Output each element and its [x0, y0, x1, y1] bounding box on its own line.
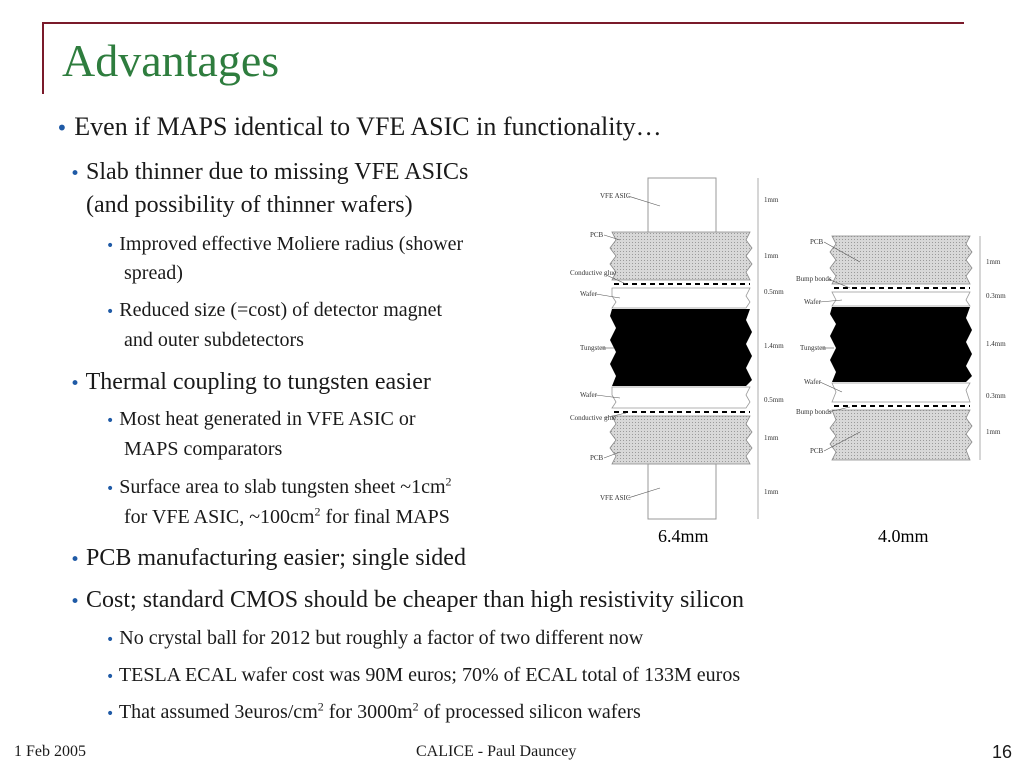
- bullet-heat-line2: MAPS comparators: [124, 438, 283, 460]
- bullet-surface: • Surface area to slab tungsten sheet ~1…: [106, 474, 452, 499]
- bullet-heat: • Most heat generated in VFE ASIC or: [106, 408, 416, 431]
- bullet-crystal-text: No crystal ball for 2012 but roughly a f…: [119, 627, 644, 649]
- left-label-glue-bottom: Conductive glue: [570, 414, 616, 422]
- bullet-assumed-text-a: That assumed 3euros/cm: [118, 701, 318, 723]
- superscript-2: 2: [412, 699, 419, 714]
- bullet-thermal-text: Thermal coupling to tungsten easier: [85, 369, 431, 395]
- left-stack: VFE ASIC PCB Conductive glue Wafer Tungs…: [570, 177, 784, 520]
- right-label-wafer-bottom: Wafer: [804, 378, 822, 386]
- left-total-thickness: 6.4mm: [658, 526, 709, 546]
- bullet-thermal: • Thermal coupling to tungsten easier: [70, 369, 431, 396]
- page-number: 16: [991, 742, 1012, 762]
- bullet-cost: • Cost; standard CMOS should be cheaper …: [70, 587, 744, 614]
- left-label-pcb-bottom: PCB: [590, 454, 604, 462]
- bullet-cost-text: Cost; standard CMOS should be cheaper th…: [86, 587, 744, 613]
- left-dim-2: 0.5mm: [764, 288, 784, 296]
- left-label-pcb-top: PCB: [590, 231, 604, 239]
- bullet-moliere-line2: spread): [124, 262, 183, 284]
- bullet-moliere: • Improved effective Moliere radius (sho…: [106, 233, 463, 256]
- bullet-marker: •: [106, 669, 115, 685]
- bullet-main: • Even if MAPS identical to VFE ASIC in …: [56, 112, 662, 142]
- left-wafer-top: [611, 287, 751, 309]
- left-pcb-top: [609, 231, 753, 281]
- right-pcb-bottom: [829, 409, 973, 461]
- bullet-marker: •: [56, 116, 68, 140]
- title-frame-top: [42, 22, 964, 24]
- right-wafer-top: [831, 291, 971, 307]
- slide-title: Advantages: [62, 35, 280, 86]
- bullet-main-text: Even if MAPS identical to VFE ASIC in fu…: [74, 112, 662, 141]
- superscript-2: 2: [317, 699, 324, 714]
- right-pcb-top: [829, 235, 973, 285]
- left-label-wafer-top: Wafer: [580, 290, 598, 298]
- bullet-heat-text: Most heat generated in VFE ASIC or: [119, 408, 416, 430]
- bullet-pcb: • PCB manufacturing easier; single sided: [70, 545, 466, 572]
- bullet-marker: •: [106, 706, 115, 722]
- right-label-pcb-bottom: PCB: [810, 447, 824, 455]
- superscript-2: 2: [314, 504, 321, 519]
- bullet-pcb-text: PCB manufacturing easier; single sided: [86, 545, 466, 571]
- right-label-bump-top: Bump bonds: [796, 275, 832, 283]
- left-label-wafer-bottom: Wafer: [580, 391, 598, 399]
- bullet-crystal: • No crystal ball for 2012 but roughly a…: [106, 627, 643, 650]
- bullet-slab-text: Slab thinner due to missing VFE ASICs: [86, 159, 469, 185]
- right-dim-3: 0.3mm: [986, 392, 1006, 400]
- bullet-assumed: • That assumed 3euros/cm2 for 3000m2 of …: [106, 699, 641, 724]
- right-label-pcb-top: PCB: [810, 238, 824, 246]
- bullet-moliere-text: Improved effective Moliere radius (showe…: [119, 233, 464, 255]
- bullet-assumed-text-b: for 3000m: [323, 701, 413, 723]
- right-label-tungsten: Tungsten: [800, 344, 826, 352]
- right-dim-4: 1mm: [986, 428, 1001, 436]
- left-dim-6: 1mm: [764, 488, 779, 496]
- bullet-tesla-text: TESLA ECAL wafer cost was 90M euros; 70%…: [118, 664, 741, 686]
- bullet-marker: •: [106, 632, 115, 648]
- bullet-marker: •: [106, 238, 115, 254]
- right-dim-1: 0.3mm: [986, 292, 1006, 300]
- left-vfe-asic-bottom: [647, 463, 717, 520]
- bullet-marker: •: [70, 374, 81, 394]
- superscript-2: 2: [445, 474, 452, 489]
- right-dim-2: 1.4mm: [986, 340, 1006, 348]
- bullet-marker: •: [106, 304, 115, 320]
- bullet-tesla: • TESLA ECAL wafer cost was 90M euros; 7…: [106, 664, 740, 687]
- bullet-magnet-text: Reduced size (=cost) of detector magnet: [119, 299, 443, 321]
- right-label-bump-bottom: Bump bonds: [796, 408, 832, 416]
- left-dim-3: 1.4mm: [764, 342, 784, 350]
- bullet-surface-line2: for VFE ASIC, ~100cm2 for final MAPS: [124, 504, 450, 529]
- bullet-surface-text-b: for VFE ASIC, ~100cm: [124, 506, 315, 528]
- left-dim-0: 1mm: [764, 196, 779, 204]
- footer-center: CALICE - Paul Dauncey: [416, 743, 577, 760]
- left-label-tungsten: Tungsten: [580, 344, 606, 352]
- slab-cross-section-diagram: VFE ASIC PCB Conductive glue Wafer Tungs…: [570, 177, 1006, 546]
- bullet-surface-text-a: Surface area to slab tungsten sheet ~1cm: [119, 476, 446, 498]
- bullet-assumed-text-c: of processed silicon wafers: [418, 701, 641, 723]
- left-pcb-bottom: [609, 415, 753, 465]
- footer-date: 1 Feb 2005: [14, 743, 86, 760]
- left-label-vfe-asic-top: VFE ASIC: [600, 192, 631, 200]
- left-dim-4: 0.5mm: [764, 396, 784, 404]
- bullet-slab: • Slab thinner due to missing VFE ASICs: [70, 159, 468, 186]
- bullet-marker: •: [70, 164, 81, 184]
- right-wafer-bottom: [831, 382, 971, 403]
- bullet-surface-text-c: for final MAPS: [320, 506, 450, 528]
- bullet-slab-line2: (and possibility of thinner wafers): [86, 192, 413, 218]
- title-frame-left: [42, 22, 44, 94]
- left-label-glue-top: Conductive glue: [570, 269, 616, 277]
- left-dim-1: 1mm: [764, 252, 779, 260]
- right-label-wafer-top: Wafer: [804, 298, 822, 306]
- bullet-magnet: • Reduced size (=cost) of detector magne…: [106, 299, 442, 322]
- bullet-marker: •: [106, 413, 115, 429]
- left-wafer-bottom: [611, 386, 751, 409]
- left-label-vfe-asic-bottom: VFE ASIC: [600, 494, 631, 502]
- right-stack: PCB Bump bonds Wafer Tungsten Wafer Bump…: [796, 235, 1006, 461]
- bullet-marker: •: [70, 550, 81, 570]
- right-total-thickness: 4.0mm: [878, 526, 929, 546]
- bullet-magnet-line2: and outer subdetectors: [124, 329, 304, 351]
- bullet-marker: •: [70, 592, 81, 612]
- left-dim-5: 1mm: [764, 434, 779, 442]
- left-tungsten: [610, 309, 752, 386]
- right-dim-0: 1mm: [986, 258, 1001, 266]
- right-tungsten: [830, 307, 972, 382]
- bullet-marker: •: [106, 481, 115, 497]
